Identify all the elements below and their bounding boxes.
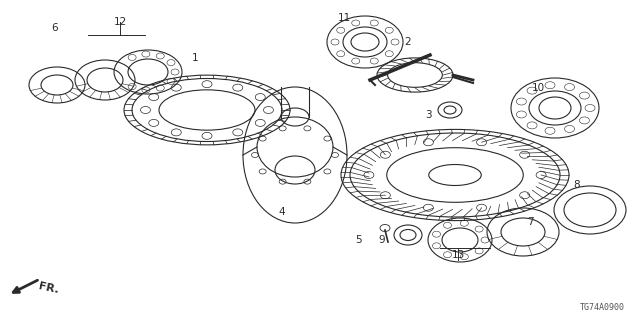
- Text: 5: 5: [355, 235, 362, 245]
- Text: 8: 8: [573, 180, 580, 190]
- Text: TG74A0900: TG74A0900: [580, 303, 625, 312]
- Text: 6: 6: [52, 23, 58, 33]
- Text: 7: 7: [527, 217, 533, 227]
- Text: FR.: FR.: [38, 281, 60, 295]
- Text: 13: 13: [451, 250, 465, 260]
- Text: 11: 11: [337, 13, 351, 23]
- Text: 9: 9: [379, 235, 385, 245]
- Text: 4: 4: [278, 207, 285, 217]
- Text: 2: 2: [404, 37, 412, 47]
- Text: 3: 3: [425, 110, 431, 120]
- Text: 10: 10: [531, 83, 545, 93]
- Text: 12: 12: [113, 17, 127, 27]
- Text: 1: 1: [192, 53, 198, 63]
